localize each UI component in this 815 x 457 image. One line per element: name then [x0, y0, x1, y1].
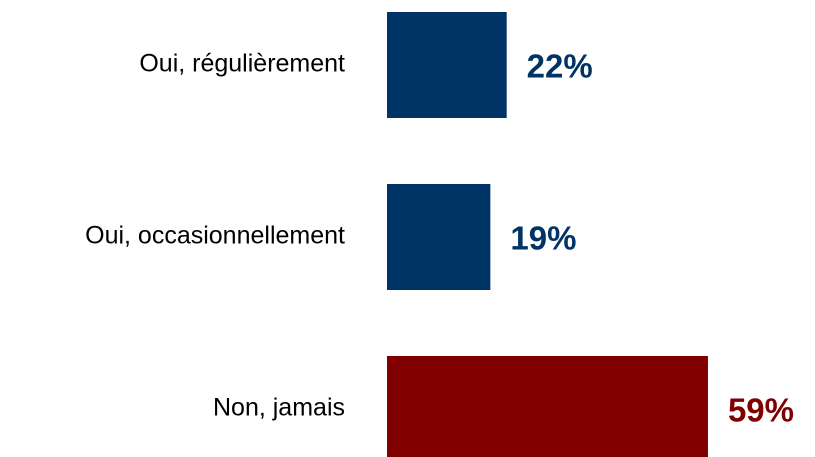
bar [387, 356, 708, 457]
value-label: 59% [728, 392, 794, 429]
bar [387, 184, 491, 290]
bar [387, 12, 507, 118]
value-label: 22% [527, 48, 593, 85]
category-label: Oui, occasionnellement [85, 222, 345, 250]
category-label: Non, jamais [213, 394, 345, 422]
value-label: 19% [510, 220, 576, 257]
category-label: Oui, régulièrement [139, 50, 345, 78]
